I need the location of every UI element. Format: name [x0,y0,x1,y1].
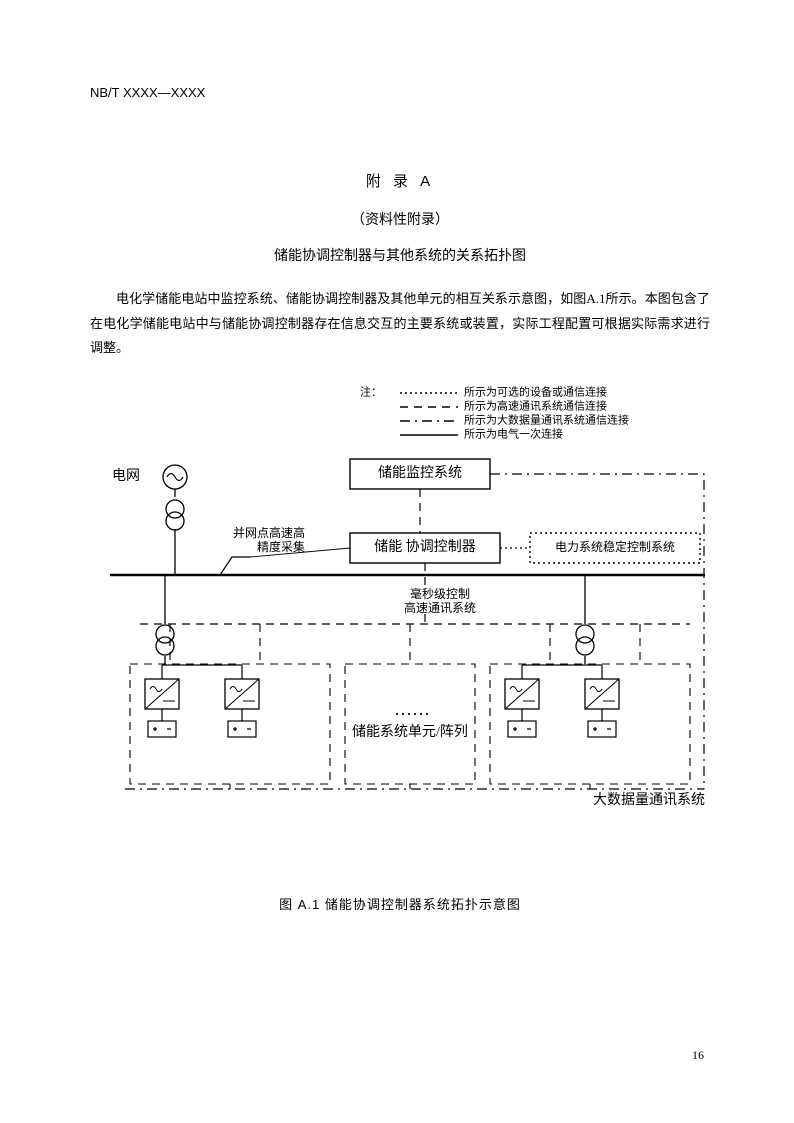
svg-text:并网点高速高: 并网点高速高 [233,525,305,540]
svg-text:高速通讯系统: 高速通讯系统 [404,600,476,615]
svg-text:储能系统单元/阵列: 储能系统单元/阵列 [352,724,468,740]
svg-text:……: …… [394,699,430,719]
svg-text:大数据量通讯系统: 大数据量通讯系统 [593,792,705,808]
appendix-sub: （资料性附录） [90,209,710,229]
svg-text:所示为高速通讯系统通信连接: 所示为高速通讯系统通信连接 [464,399,607,413]
page-number: 16 [692,1048,704,1063]
svg-text:所示为可选的设备或通信连接: 所示为可选的设备或通信连接 [464,385,607,399]
svg-text:储能 协调控制器: 储能 协调控制器 [374,539,476,555]
svg-text:电网: 电网 [112,468,140,484]
svg-text:所示为电气一次连接: 所示为电气一次连接 [464,427,563,441]
doc-code: NB/T XXXX—XXXX [90,85,710,100]
svg-text:储能监控系统: 储能监控系统 [378,465,462,481]
figure-caption: 图 A.1 储能协调控制器系统拓扑示意图 [90,894,710,913]
svg-text:电力系统稳定控制系统: 电力系统稳定控制系统 [555,539,675,554]
svg-text:毫秒级控制: 毫秒级控制 [410,586,470,601]
appendix-label: 附 录 A [90,170,710,191]
svg-text:精度采集: 精度采集 [257,539,305,554]
topology-diagram: 注： 所示为可选的设备或通信连接所示为高速通讯系统通信连接所示为大数据量通讯系统通… [90,379,710,854]
intro-paragraph: 电化学储能电站中监控系统、储能协调控制器及其他单元的相互关系示意图，如图A.1所… [90,287,710,361]
svg-text:注：: 注： [360,385,382,399]
appendix-title: 储能协调控制器与其他系统的关系拓扑图 [90,245,710,265]
svg-text:所示为大数据量通讯系统通信连接: 所示为大数据量通讯系统通信连接 [464,413,629,427]
